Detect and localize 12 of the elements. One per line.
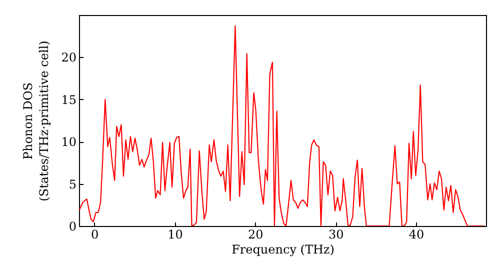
x-tick-label: 0 <box>90 228 99 242</box>
y-tick-label: 15 <box>61 92 76 107</box>
line-series <box>79 25 486 226</box>
y-tick-label: 10 <box>61 135 76 150</box>
y-tick-label: 20 <box>61 50 76 65</box>
x-axis-title: Frequency (THz) <box>232 242 334 256</box>
x-tick-label: 20 <box>248 228 264 242</box>
x-tick-label: 30 <box>328 228 344 242</box>
x-tick-label: 40 <box>408 228 424 242</box>
y-axis-title: Phonon DOS (States/THz·primitive cell) <box>21 40 52 202</box>
y-tick-label: 5 <box>68 177 76 192</box>
x-tick-label: 10 <box>168 228 183 242</box>
